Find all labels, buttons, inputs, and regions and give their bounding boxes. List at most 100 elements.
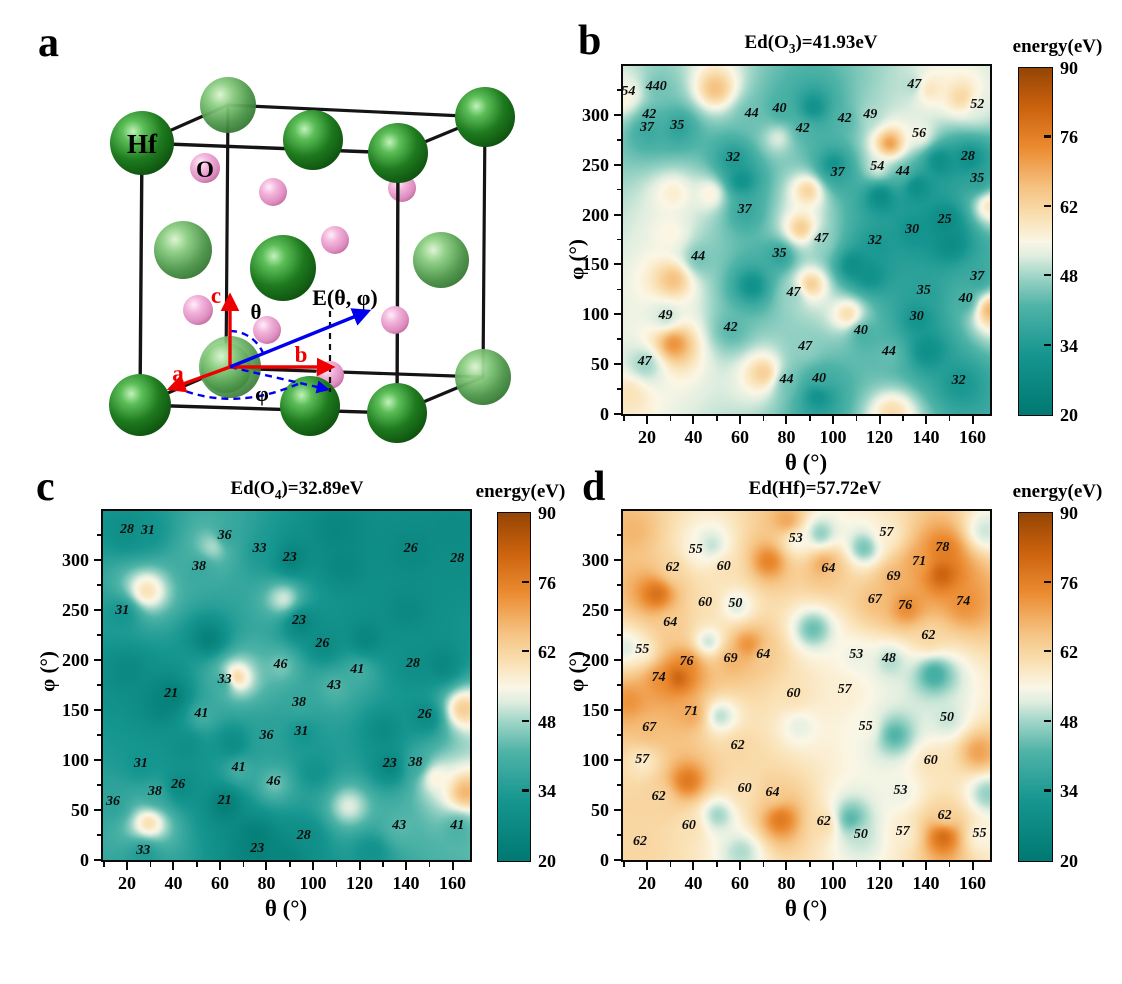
x-minor-tick-hf: [948, 862, 951, 867]
x-tick-label-hf: 100: [819, 873, 847, 893]
y-tick-hf: [614, 609, 622, 611]
data-point-label-hf: 60: [681, 818, 696, 833]
data-point-label-hf: 64: [765, 785, 780, 800]
y-minor-tick-hf: [617, 584, 622, 586]
axis-c-label: c: [211, 283, 221, 308]
x-tick-label-o4: 140: [392, 873, 420, 893]
x-tick-label-o3: 20: [637, 427, 656, 447]
y-tick-o4: [94, 659, 102, 661]
o-label: O: [196, 157, 214, 182]
data-point-label-o4: 38: [292, 695, 307, 710]
data-point-label-o4: 33: [217, 672, 232, 687]
data-point-label-o4: 26: [315, 636, 330, 651]
x-minor-tick-o3: [809, 416, 811, 421]
data-point-label-hf: 60: [737, 781, 752, 796]
x-tick-hf: [832, 862, 834, 870]
data-point-label-o3: 47: [907, 76, 922, 92]
data-point-label-hf: 64: [756, 647, 771, 662]
colorbar-o4: [497, 512, 531, 862]
colorbar-tick-label-o3: 76: [1060, 127, 1078, 148]
heatmap-o3: [623, 66, 990, 414]
data-point-label-o3: 47: [798, 339, 813, 355]
x-tick-label-o4: 80: [257, 873, 276, 893]
y-minor-tick-hf: [617, 734, 622, 736]
x-minor-tick-hf: [809, 862, 811, 867]
data-point-label-o3: 30: [905, 221, 920, 237]
x-minor-tick-o4: [149, 862, 152, 867]
y-tick-hf: [614, 809, 622, 811]
data-point-label-o3: 37: [737, 201, 752, 217]
y-tick-label-o3: 300: [582, 104, 609, 125]
y-tick-label-hf: 50: [591, 800, 609, 820]
colorbar-tick-label-o3: 90: [1060, 58, 1078, 78]
data-point-label-o3: 42: [723, 320, 738, 336]
x-tick-hf: [785, 862, 788, 870]
y-tick-label-o3: 250: [582, 154, 609, 175]
x-tick-label-o4: 160: [439, 873, 467, 893]
hf-label: Hf: [127, 129, 158, 159]
hf-atoms-front: [250, 87, 515, 301]
x-tick-label-o4: 40: [164, 873, 183, 893]
data-point-label-o4: 38: [408, 755, 423, 770]
y-tick-o3: [614, 363, 622, 366]
x-tick-o4: [312, 862, 314, 870]
y-tick-hf: [614, 559, 622, 561]
axis-b-label: b: [295, 342, 308, 367]
x-tick-label-hf: 60: [730, 873, 749, 893]
axis-a-label: a: [172, 361, 184, 386]
x-tick-label-hf: 80: [777, 873, 796, 893]
data-point-label-o4: 33: [252, 541, 267, 556]
data-point-label-o4: 28: [119, 522, 134, 537]
data-point-label-hf: 69: [886, 569, 901, 584]
colorbar-tick-label-hf: 90: [1060, 503, 1078, 523]
y-tick-o4: [94, 859, 102, 861]
y-tick-o3: [614, 213, 622, 216]
colorbar-tick-o4: [522, 650, 529, 653]
data-point-label-o3: 40: [853, 323, 868, 339]
data-point-label-o4: 23: [292, 613, 307, 628]
data-point-label-o3: 54: [621, 83, 636, 99]
data-point-label-hf: 53: [893, 783, 908, 798]
y-tick-label-o3: 150: [582, 254, 609, 275]
x-minor-tick-hf: [716, 862, 718, 867]
y-tick-o3: [614, 113, 622, 116]
plot-title-hf: Ed(Hf)=57.72eV: [748, 478, 882, 499]
y-tick-o3: [614, 313, 622, 316]
colorbar-hf: [1018, 512, 1053, 862]
colorbar-tick-o4: [522, 719, 529, 722]
y-tick-o3: [614, 413, 622, 415]
y-minor-tick-o3: [617, 288, 622, 291]
y-tick-label-hf: 100: [582, 750, 609, 770]
data-point-label-o4: 26: [417, 707, 432, 722]
x-minor-tick-o4: [335, 862, 338, 867]
x-minor-tick-o3: [902, 416, 904, 421]
plot-title-o3: Ed(O3)=41.93eV: [744, 32, 878, 56]
data-point-label-o3: 42: [795, 120, 810, 136]
data-point-label-hf: 55: [688, 542, 703, 557]
e-vector-label: E(θ, φ): [312, 285, 378, 310]
data-point-label-o3: 56: [912, 125, 927, 141]
x-tick-o4: [172, 862, 175, 870]
data-point-label-o3: 28: [960, 148, 975, 164]
y-tick-label-hf: 150: [582, 700, 609, 720]
x-tick-hf: [738, 862, 741, 870]
y-minor-tick-hf: [617, 684, 622, 686]
y-tick-hf: [614, 859, 622, 861]
x-tick-o3: [645, 416, 648, 424]
data-point-label-hf: 71: [912, 554, 927, 569]
y-tick-label-o3: 100: [582, 304, 609, 325]
x-minor-tick-o4: [103, 862, 105, 867]
x-minor-tick-o4: [382, 862, 384, 867]
data-point-label-hf: 55: [635, 642, 650, 657]
x-tick-label-o3: 120: [866, 427, 894, 447]
data-point-label-o4: 36: [217, 528, 232, 543]
data-point-label-o3: 42: [642, 106, 657, 122]
y-minor-tick-o3: [617, 388, 622, 390]
data-point-label-hf: 55: [858, 719, 873, 734]
y-minor-tick-o3: [617, 139, 622, 141]
data-point-label-o4: 31: [294, 724, 309, 739]
data-point-label-o4: 46: [273, 657, 288, 672]
hf-corner-atoms: [109, 111, 427, 443]
data-point-label-o3: 35: [916, 283, 931, 299]
